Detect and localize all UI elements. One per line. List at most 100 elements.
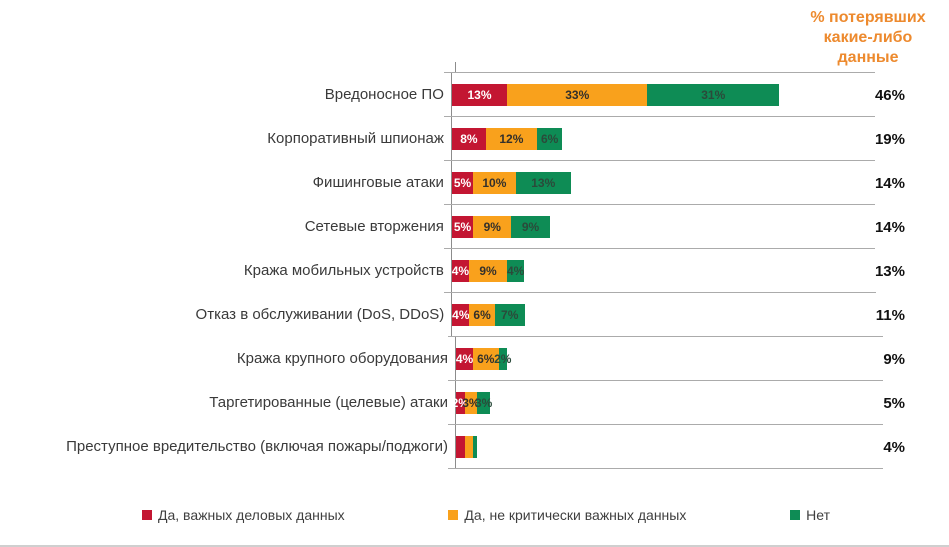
category-label: Корпоративный шпионаж — [267, 129, 444, 147]
bar-segment: 2% — [494, 348, 511, 370]
bar: 4% 6% 2% — [456, 348, 511, 370]
category-label: Таргетированные (целевые) атаки — [209, 393, 448, 411]
bar: 8% 12% 6% — [451, 128, 563, 150]
bar-segment: 9% — [473, 216, 512, 238]
row-total: 5% — [883, 394, 905, 412]
plot-cell: 2% 3% 3% — [448, 380, 883, 425]
bar: 4% 9% 4% — [452, 260, 524, 282]
plot-cell: 8% 12% 6% — [443, 116, 876, 161]
bar-segment — [473, 436, 478, 458]
bar-segment: 3% — [462, 392, 480, 414]
bar-segment: 7% — [494, 304, 525, 326]
bar-segment — [464, 436, 474, 458]
chart-row: Корпоративный шпионаж 8% 12% 6% 19% — [0, 116, 949, 161]
bar-segment: 6% — [473, 348, 499, 370]
bar-segment-label: 33% — [565, 88, 590, 102]
plot-cell: 4% 6% 2% — [448, 336, 883, 381]
bar-segment-label — [456, 436, 465, 458]
chart-rows: Вредоносное ПО 13% 33% 31% 46% Корпоративн… — [0, 62, 949, 469]
chart-row: Таргетированные (целевые) атаки 2% 3% 3% 5… — [0, 380, 949, 425]
bar-segment-label: 5% — [453, 176, 472, 190]
bar-segment-label: 4% — [451, 264, 470, 278]
bar-segment: 9% — [468, 260, 508, 282]
bar-segment-label: 12% — [499, 132, 524, 146]
bar-segment: 31% — [647, 84, 780, 106]
bar-segment-label: 7% — [501, 308, 519, 322]
plot-cell: 4% 6% 7% — [444, 292, 877, 337]
row-total: 19% — [874, 130, 905, 148]
legend-swatch-red — [142, 510, 152, 520]
row-total: 11% — [875, 306, 905, 324]
bar: 5% 10% 13% — [451, 172, 571, 194]
bar-segment-label: 9% — [479, 264, 497, 278]
row-total: 13% — [874, 262, 905, 280]
chart-row: Отказ в обслуживании (DoS, DDoS) 4% 6% 7% … — [0, 292, 949, 337]
bar-segment: 13% — [515, 172, 571, 194]
bar-segment — [456, 436, 465, 458]
row-total: 9% — [883, 350, 905, 368]
bar-segment: 4% — [452, 260, 469, 282]
bar-segment: 4% — [452, 304, 469, 326]
bar: 4% 6% 7% — [452, 304, 525, 326]
bar-segment-label: 3% — [462, 396, 480, 410]
bar-segment-label: 10% — [482, 176, 507, 190]
legend-swatch-green — [790, 510, 801, 520]
bar-segment-label: 4% — [506, 264, 525, 278]
legend-item: Да, важных деловых данных — [142, 507, 345, 523]
bar-segment-label: 9% — [521, 220, 540, 234]
bar-segment-label: 5% — [453, 220, 472, 234]
legend: Да, важных деловых данных Да, не критиче… — [142, 507, 830, 523]
category-label: Преступное вредительство (включая пожары… — [66, 437, 448, 455]
chart-row: Преступное вредительство (включая пожары… — [0, 424, 949, 469]
category-label: Отказ в обслуживании (DoS, DDoS) — [195, 305, 445, 323]
bar-segment: 3% — [474, 392, 493, 414]
row-total: 46% — [874, 86, 905, 104]
bar-segment: 10% — [473, 172, 516, 194]
bar-segment: 6% — [469, 304, 495, 326]
category-label: Сетевые вторжения — [304, 217, 444, 235]
bar-segment-label: 8% — [460, 132, 478, 146]
plot-cell — [448, 424, 883, 469]
chart-row: Вредоносное ПО 13% 33% 31% 46% — [0, 72, 949, 117]
bar-segment-label: 4% — [452, 308, 470, 322]
bar-segment: 5% — [451, 172, 474, 194]
category-label: Фишинговые атаки — [312, 173, 444, 191]
bar-segment: 9% — [511, 216, 550, 238]
plot-cell: 13% 33% 31% — [443, 72, 876, 117]
category-label: Кража мобильных устройств — [243, 261, 444, 279]
row-total: 14% — [874, 218, 905, 236]
category-label: Вредоносное ПО — [324, 85, 444, 103]
bar-segment-label — [465, 436, 474, 458]
bar: 5% 9% 9% — [451, 216, 550, 238]
row-total: 4% — [883, 438, 905, 456]
bar-segment-label: 6% — [473, 308, 491, 322]
legend-label: Да, не критически важных данных — [464, 507, 687, 523]
chart-row: Фишинговые атаки 5% 10% 13% 14% — [0, 160, 949, 205]
bar-segment-label: 4% — [455, 352, 474, 366]
bar: 13% 33% 31% — [451, 84, 780, 106]
bar-segment: 13% — [451, 84, 508, 106]
bar-segment-label: 6% — [477, 352, 495, 366]
bar-segment: 4% — [456, 348, 473, 370]
chart-row: Сетевые вторжения 5% 9% 9% 14% — [0, 204, 949, 249]
chart-row: Кража крупного оборудования 4% 6% 2% 9% — [0, 336, 949, 381]
plot-cell: 5% 9% 9% — [443, 204, 876, 249]
plot-cell: 4% 9% 4% — [443, 248, 876, 293]
bar-segment-label: 3% — [474, 396, 493, 410]
legend-label: Да, важных деловых данных — [158, 507, 345, 523]
bar — [456, 436, 478, 458]
bar-segment: 33% — [507, 84, 648, 106]
legend-label: Нет — [806, 507, 830, 523]
plot-cell: 5% 10% 13% — [443, 160, 876, 205]
bar-segment: 4% — [507, 260, 524, 282]
bar-segment-label: 9% — [483, 220, 501, 234]
row-total: 14% — [874, 174, 905, 192]
legend-item: Нет — [790, 507, 830, 523]
bar-segment-label — [473, 436, 477, 458]
totals-column-header: % потерявших какие-либо данные — [810, 9, 926, 66]
bar-segment: 5% — [451, 216, 474, 238]
bar-segment-label: 6% — [540, 132, 559, 146]
bar-segment-label: 13% — [531, 176, 556, 190]
legend-swatch-orange — [448, 510, 459, 520]
